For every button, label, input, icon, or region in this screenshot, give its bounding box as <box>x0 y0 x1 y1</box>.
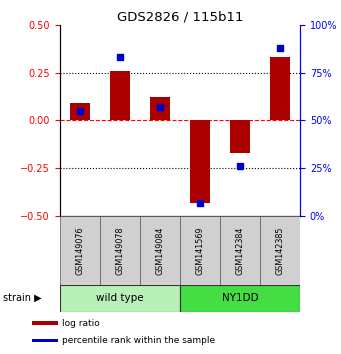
Bar <box>180 285 300 312</box>
Bar <box>60 285 180 312</box>
Text: strain ▶: strain ▶ <box>3 293 42 303</box>
Point <box>117 55 122 60</box>
Bar <box>190 120 210 202</box>
Text: log ratio: log ratio <box>62 319 100 327</box>
Bar <box>100 216 140 285</box>
Text: wild type: wild type <box>96 293 144 303</box>
Bar <box>150 97 170 120</box>
Bar <box>32 339 58 342</box>
Point <box>77 108 83 114</box>
Bar <box>70 103 90 120</box>
Bar <box>230 120 250 153</box>
Text: GSM141569: GSM141569 <box>195 226 204 275</box>
Bar <box>110 71 130 120</box>
Text: percentile rank within the sample: percentile rank within the sample <box>62 336 216 345</box>
Text: GSM142385: GSM142385 <box>276 226 284 275</box>
Bar <box>260 216 300 285</box>
Bar <box>60 216 100 285</box>
Point <box>157 104 163 110</box>
Bar <box>180 216 220 285</box>
Text: GSM142384: GSM142384 <box>236 226 244 275</box>
Bar <box>220 216 260 285</box>
Text: GSM149076: GSM149076 <box>75 226 84 275</box>
Title: GDS2826 / 115b11: GDS2826 / 115b11 <box>117 11 243 24</box>
Point <box>237 164 243 169</box>
Bar <box>32 321 58 325</box>
Text: GSM149078: GSM149078 <box>115 226 124 275</box>
Bar <box>140 216 180 285</box>
Bar <box>270 57 290 120</box>
Point <box>197 200 203 205</box>
Text: GSM149084: GSM149084 <box>155 226 164 275</box>
Text: NY1DD: NY1DD <box>222 293 258 303</box>
Point <box>277 45 283 51</box>
